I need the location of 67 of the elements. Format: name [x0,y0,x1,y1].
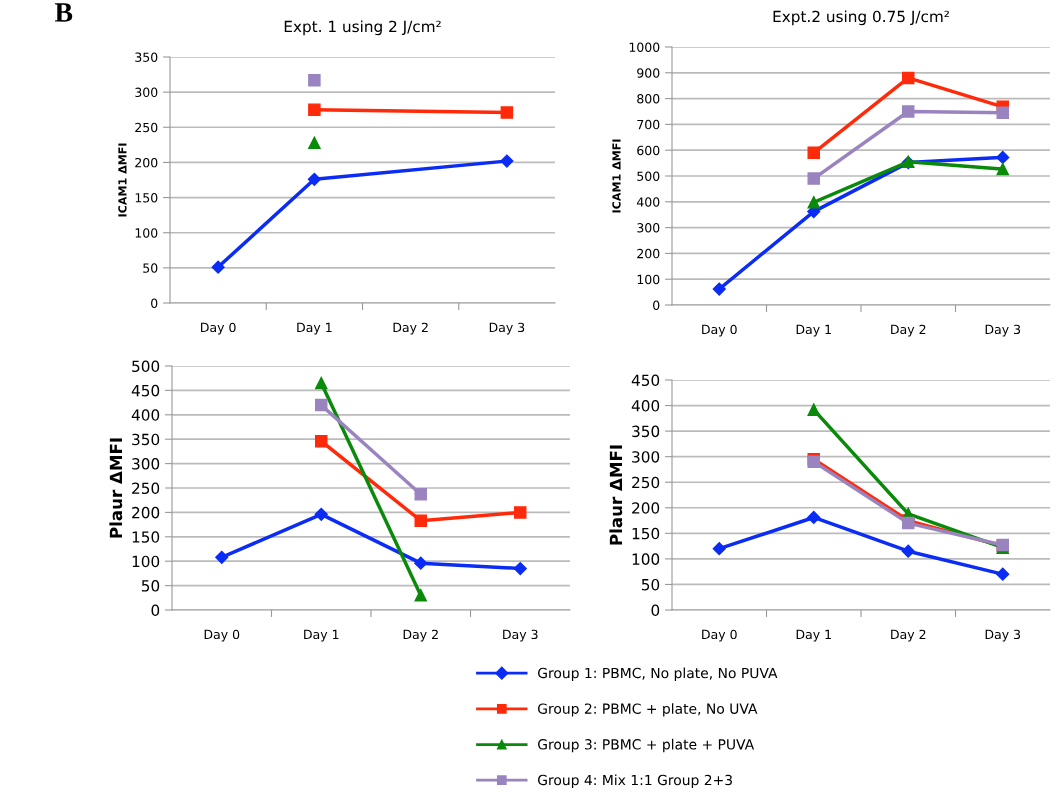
y-tick-label: 50 [141,580,160,592]
y-tick-label: 200 [632,502,660,514]
y-tick-label: 250 [135,122,158,133]
x-tick-label: Day 3 [489,322,525,335]
y-tick-label: 150 [632,527,660,540]
y-tick-label: 300 [632,451,660,463]
y-tick-label: 400 [631,400,660,412]
y-tick-label: 200 [132,506,160,519]
y-tick-label: 100 [637,274,660,285]
x-tick-label: Day 2 [403,629,438,642]
chart-title: Expt.2 using 0.75 J/cm² [773,10,949,26]
text: B [54,3,73,22]
y-tick-label: 350 [632,425,660,438]
y-tick-label: 350 [132,433,160,446]
x-tick-label: Day 1 [297,322,332,335]
y-axis-title: Plaur ΔMFI [109,438,123,538]
y-tick-label: 400 [636,197,660,207]
y-tick-label: 500 [637,171,660,181]
y-tick-label: 700 [637,119,660,130]
y-tick-label: 300 [132,458,160,470]
y-tick-label: 900 [637,68,660,78]
y-tick-label: 450 [131,384,160,397]
x-tick-label: Day 3 [985,629,1021,642]
x-tick-label: Day 0 [702,629,737,642]
y-tick-label: 600 [637,145,660,156]
y-tick-label: 200 [135,157,158,168]
legend-label: Group 2: PBMC + plate, No UVA [538,703,758,717]
x-tick-label: Day 2 [891,324,926,337]
y-tick-label: 150 [135,193,158,203]
y-axis-title: ICAM1 ΔMFI [612,139,621,213]
y-tick-label: 100 [132,555,160,568]
y-tick-label: 250 [132,482,160,495]
y-tick-label: 50 [641,578,660,591]
x-tick-label: Day 0 [204,629,240,642]
y-tick-label: 800 [637,94,660,104]
x-tick-label: Day 0 [201,322,236,335]
y-tick-label: 350 [135,52,158,62]
x-tick-label: Day 3 [503,629,538,642]
y-tick-label: 50 [143,263,158,273]
y-tick-label: 1000 [629,42,660,52]
y-tick-label: 250 [632,476,660,489]
y-tick-label: 500 [132,360,160,373]
x-tick-label: Day 1 [796,324,831,337]
y-tick-label: 0 [653,300,660,310]
y-tick-label: 100 [135,228,158,238]
x-tick-label: Day 2 [393,322,428,335]
x-tick-label: Day 3 [985,324,1021,337]
y-tick-label: 300 [135,87,158,98]
y-tick-label: 0 [151,298,158,308]
y-tick-label: 300 [637,223,660,233]
y-tick-label: 0 [651,604,660,617]
y-tick-label: 400 [131,409,160,421]
legend-label: Group 3: PBMC + plate + PUVA [538,738,755,753]
y-tick-label: 150 [132,531,160,543]
legend-label: Group 4: Mix 1:1 Group 2+3 [538,774,732,788]
chart-title: Expt. 1 using 2 J/cm² [284,20,441,36]
y-tick-label: 0 [151,604,160,617]
y-tick-label: 100 [632,553,660,565]
y-axis-title: ICAM1 ΔMFI [118,143,127,217]
y-axis-title: Plaur ΔMFI [609,445,623,545]
legend-label: Group 1: PBMC, No plate, No PUVA [538,667,778,681]
x-tick-label: Day 1 [304,629,339,642]
y-tick-label: 200 [637,248,660,259]
x-tick-label: Day 1 [796,629,831,642]
y-tick-label: 450 [631,374,660,387]
x-tick-label: Day 2 [891,629,926,642]
x-tick-label: Day 0 [702,324,737,337]
